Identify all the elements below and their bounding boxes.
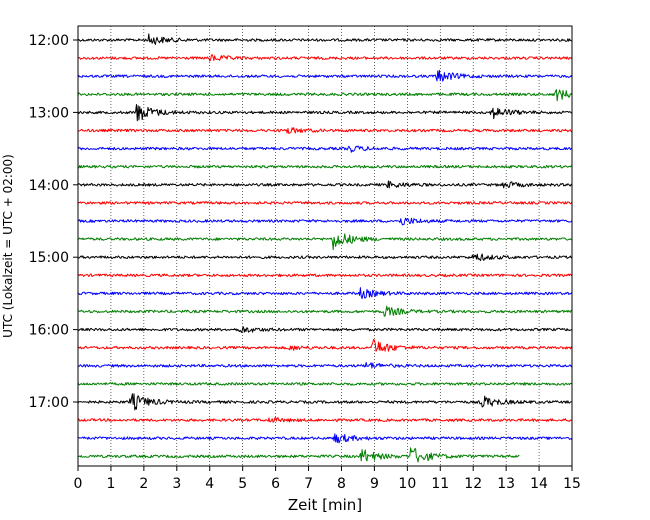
trace-1645: [77, 382, 573, 386]
x-tick-label-1: 1: [106, 476, 115, 492]
y-tick-label-5: 17:00: [29, 395, 69, 411]
y-tick-label-3: 15:00: [29, 250, 69, 266]
y-axis-label: UTC (Lokalzeit = UTC + 02:00): [1, 154, 15, 338]
trace-1730: [77, 433, 573, 444]
x-tick-label-12: 12: [464, 476, 482, 492]
x-tick-label-7: 7: [304, 476, 313, 492]
trace-1630: [77, 361, 573, 369]
trace-1200: [77, 33, 573, 45]
x-tick-label-9: 9: [370, 476, 379, 492]
trace-1315: [77, 127, 573, 134]
trace-1515: [77, 273, 573, 278]
x-tick-label-13: 13: [497, 476, 515, 492]
trace-1530: [77, 287, 573, 300]
trace-1500: [77, 253, 573, 262]
trace-1215: [77, 54, 573, 62]
trace-1700: [77, 393, 573, 411]
x-tick-label-8: 8: [337, 476, 346, 492]
x-tick-label-10: 10: [398, 476, 416, 492]
y-tick-label-4: 16:00: [29, 323, 69, 339]
x-tick-label-11: 11: [431, 476, 449, 492]
trace-1345: [77, 164, 573, 169]
trace-1400: [77, 180, 573, 189]
plot-frame: [77, 25, 573, 467]
trace-1545: [77, 305, 573, 317]
y-tick-label-0: 12:00: [29, 33, 69, 49]
y-tick-label-1: 13:00: [29, 105, 69, 121]
x-tick-label-3: 3: [172, 476, 181, 492]
x-tick-label-6: 6: [271, 476, 280, 492]
x-axis-ticks: 0 1 2 3 4 5 6 7 8 9 10 11 12 13 14 15: [74, 466, 581, 492]
x-tick-label-2: 2: [139, 476, 148, 492]
x-tick-label-14: 14: [530, 476, 548, 492]
trace-1330: [77, 145, 573, 153]
y-tick-label-2: 14:00: [29, 178, 69, 194]
trace-1245: [77, 89, 573, 102]
x-tick-label-5: 5: [238, 476, 247, 492]
x-tick-label-4: 4: [205, 476, 214, 492]
trace-1445: [77, 233, 573, 251]
x-tick-label-15: 15: [563, 476, 581, 492]
trace-1715: [77, 417, 573, 423]
trace-lines: [77, 33, 573, 463]
trace-1430: [77, 217, 573, 226]
trace-1415: [77, 201, 573, 205]
y-axis-ticks: 12:00 13:00 14:00 15:00 16:00 17:00: [29, 33, 78, 411]
trace-1230: [77, 69, 573, 82]
trace-1745: [77, 447, 520, 463]
x-axis-label: Zeit [min]: [288, 496, 362, 514]
trace-1615: [77, 338, 573, 352]
trace-1300: [77, 104, 573, 122]
x-tick-label-0: 0: [74, 476, 83, 492]
trace-1600: [77, 326, 573, 333]
